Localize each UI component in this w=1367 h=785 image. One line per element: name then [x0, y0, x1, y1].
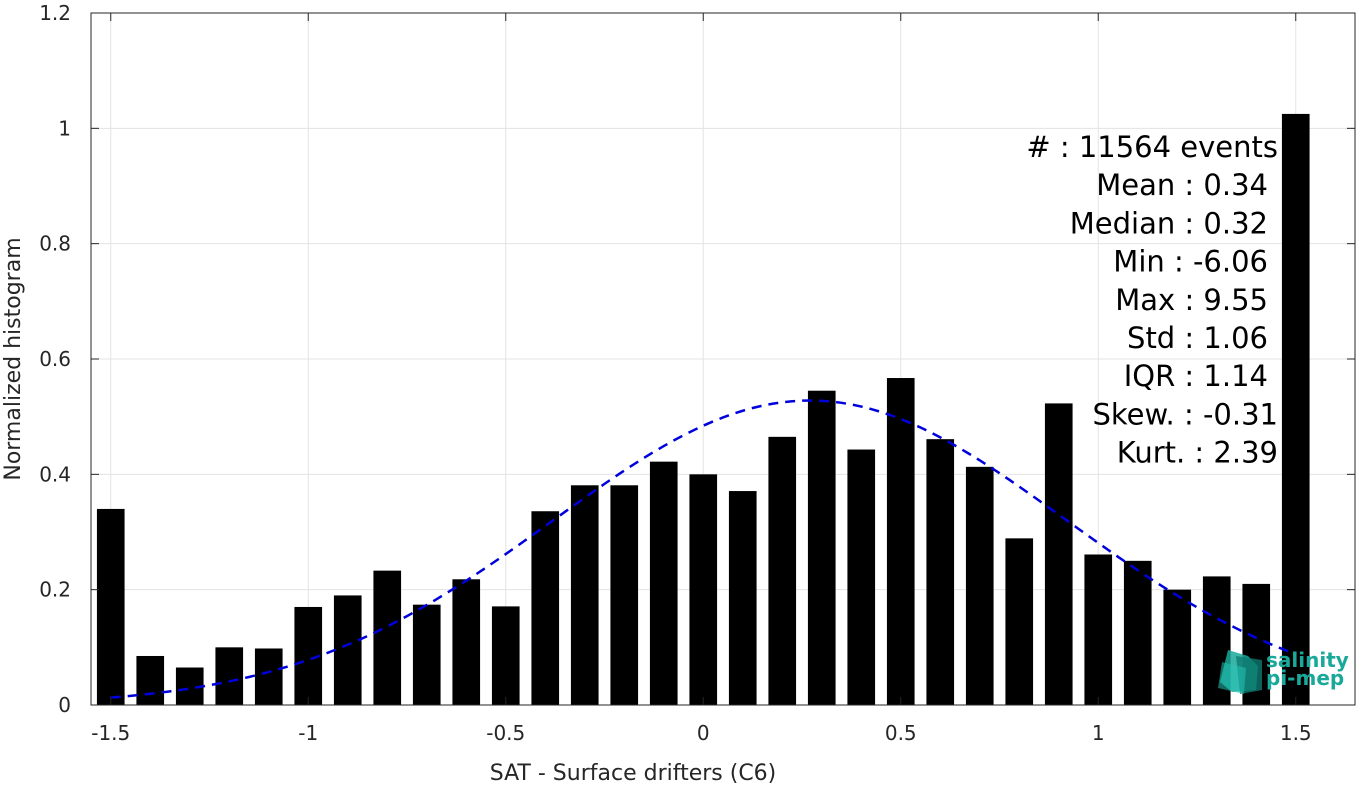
statistics-annotation: # : 11564 events Mean : 0.34 Median : 0.32… [1026, 130, 1278, 470]
x-tick-label: 1.5 [1280, 721, 1312, 745]
histogram-bar [452, 579, 481, 705]
y-tick-label: 1 [58, 116, 71, 140]
stat-line: Kurt. : 2.39 [1117, 436, 1278, 470]
stat-line: # : 11564 events [1026, 130, 1278, 164]
histogram-bar [886, 378, 915, 705]
salinity-pimep-logo: salinity pi-mep [1218, 648, 1349, 694]
logo-text-pimep: pi-mep [1266, 666, 1344, 690]
histogram-bar [689, 474, 718, 705]
y-tick-label: 0 [58, 693, 71, 717]
stat-line: Median : 0.32 [1070, 206, 1268, 240]
histogram-bars [96, 113, 1310, 705]
axis-labels: SAT - Surface drifters (C6) Normalized h… [1, 237, 776, 785]
logo-text-salinity: salinity [1266, 648, 1349, 672]
stat-line: Std : 1.06 [1127, 321, 1268, 355]
y-tick-label: 0.2 [39, 578, 71, 602]
histogram-bar [491, 606, 520, 705]
histogram-bar [926, 439, 955, 705]
histogram-bar [728, 491, 757, 705]
y-tick-label: 0.4 [39, 462, 71, 486]
histogram-bar [768, 436, 797, 705]
x-tick-label: -1.5 [91, 721, 130, 745]
histogram-bar [649, 461, 678, 705]
histogram-bar [807, 390, 836, 705]
histogram-bar [1281, 113, 1310, 705]
histogram-bar [1123, 560, 1152, 705]
cube-logo-icon [1218, 650, 1262, 694]
histogram-bar [254, 648, 283, 705]
histogram-bar [1163, 589, 1192, 705]
y-tick-label: 0.6 [39, 347, 71, 371]
histogram-bar [1005, 538, 1034, 705]
y-tick-label: 1.2 [39, 1, 71, 25]
histogram-bar [1044, 403, 1073, 705]
x-tick-label: -0.5 [486, 721, 525, 745]
histogram-bar [1084, 554, 1113, 705]
histogram-bar [333, 595, 362, 705]
y-tick-label: 0.8 [39, 232, 71, 256]
histogram-bar [215, 647, 244, 705]
histogram-bar [96, 508, 125, 705]
x-tick-label: 0.5 [885, 721, 917, 745]
axis-ticks: -1.5 -1 -0.5 0 0.5 1 1.5 0 0.2 0.4 0.6 0.8 1 1.2 [39, 1, 1355, 745]
x-tick-label: -1 [298, 721, 318, 745]
histogram-bar [531, 511, 560, 705]
stat-line: Max : 9.55 [1115, 283, 1268, 317]
histogram-bar [373, 570, 402, 705]
stat-line: Skew. : -0.31 [1092, 397, 1278, 431]
stat-line: IQR : 1.14 [1124, 359, 1268, 393]
histogram-bar [610, 485, 639, 705]
histogram-bar [412, 604, 441, 705]
histogram-bar [847, 449, 876, 705]
x-axis-label: SAT - Surface drifters (C6) [490, 761, 777, 785]
stat-line: Mean : 0.34 [1096, 168, 1268, 202]
histogram-bar [965, 466, 994, 705]
stat-line: Min : -6.06 [1113, 245, 1268, 279]
x-tick-label: 1 [1092, 721, 1105, 745]
y-axis-label: Normalized histogram [1, 237, 26, 480]
histogram-bar [136, 655, 165, 705]
x-tick-label: 0 [697, 721, 710, 745]
histogram-bar [570, 485, 599, 705]
